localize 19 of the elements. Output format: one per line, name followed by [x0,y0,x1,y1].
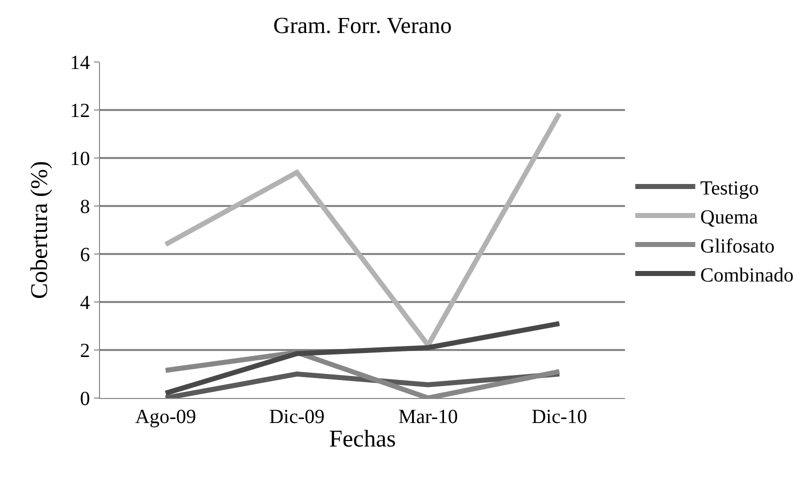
y-tick-label: 0 [80,388,90,410]
y-tick-label: 10 [70,148,90,170]
x-tick-label: Dic-10 [532,406,588,428]
y-tick-label: 6 [80,244,90,266]
x-tick-label: Mar-10 [398,406,458,428]
legend-label: Quema [700,206,758,228]
legend-label: Testigo [700,177,759,200]
legend-label: Glifosato [700,235,775,258]
x-axis-title: Fechas [329,426,396,452]
legend-label: Combinado [700,264,794,286]
x-tick-label: Dic-09 [269,406,325,428]
y-tick-label: 8 [80,196,90,218]
y-tick-label: 4 [80,292,90,314]
y-tick-label: 14 [70,52,90,74]
y-axis-title: Cobertura (%) [27,161,54,299]
y-tick-label: 2 [80,340,90,362]
chart-title: Gram. Forr. Verano [273,12,452,38]
x-tick-label: Ago-09 [135,406,196,428]
y-tick-label: 12 [70,100,90,122]
